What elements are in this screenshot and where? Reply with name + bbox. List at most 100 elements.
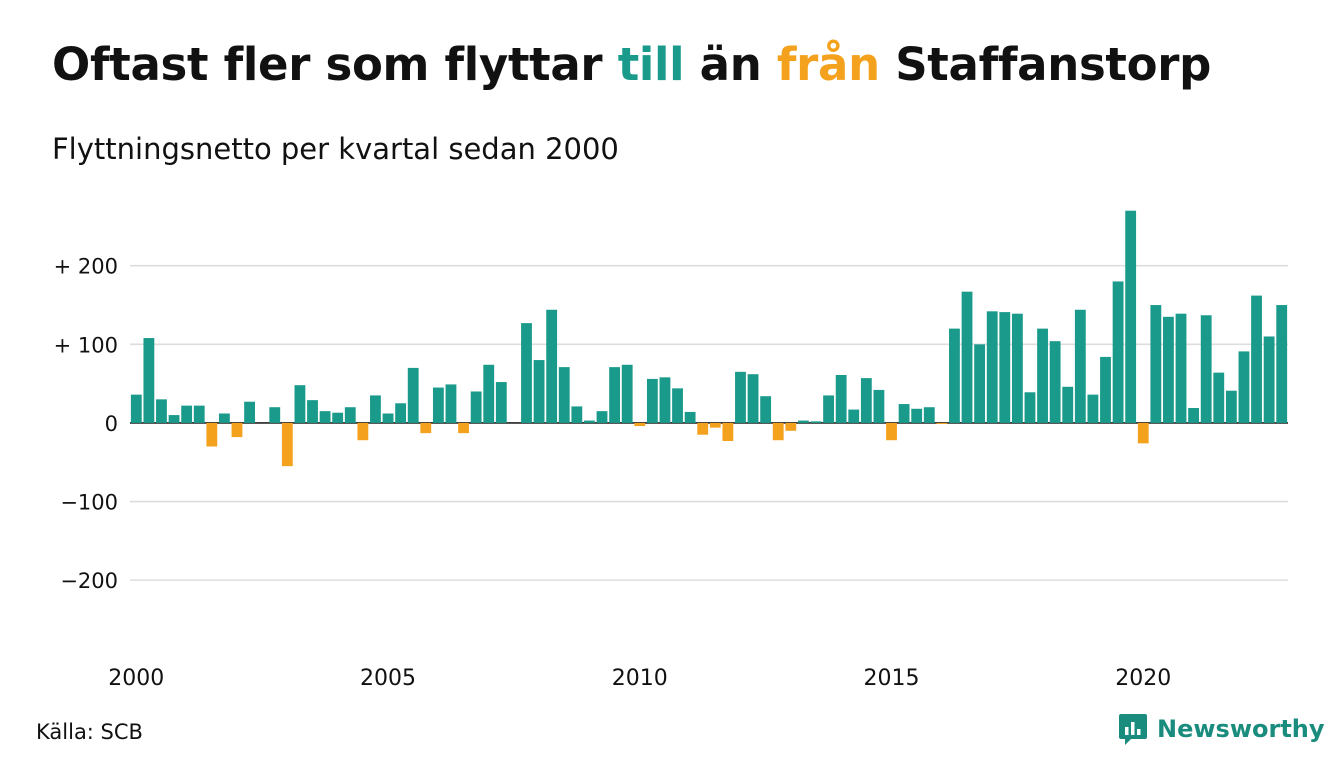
title-word-negative: från	[776, 38, 880, 91]
bar	[646, 378, 658, 423]
title-text: Oftast fler som flyttar	[52, 38, 618, 91]
bar	[168, 415, 180, 423]
bar	[873, 389, 885, 423]
bar	[432, 387, 444, 423]
bar	[1074, 309, 1086, 423]
bar	[370, 395, 381, 423]
bar	[206, 422, 218, 447]
y-tick-label: −200	[60, 569, 118, 593]
bar	[823, 395, 834, 423]
bar	[659, 377, 671, 423]
chart-subtitle: Flyttningsnetto per kvartal sedan 2000	[52, 132, 619, 166]
x-tick-label: 2015	[864, 666, 920, 691]
bar	[1175, 313, 1187, 423]
bar	[1087, 394, 1099, 423]
bar	[294, 385, 306, 423]
bar	[898, 404, 910, 423]
bar	[596, 411, 608, 423]
bar	[1011, 313, 1023, 423]
bar	[244, 401, 255, 423]
bar	[1037, 328, 1048, 423]
x-tick-label: 2005	[360, 666, 416, 691]
bar	[760, 396, 772, 423]
bar	[558, 367, 570, 423]
bar	[319, 411, 331, 423]
bar	[521, 323, 532, 423]
brand-logo: Newsworthy	[1118, 712, 1325, 746]
bar	[1049, 341, 1061, 423]
axis-labels: + 200 + 100 0 −100 −200 2000 2005 2010 2015 2020	[54, 255, 1172, 691]
bar	[722, 422, 734, 442]
bar	[747, 374, 759, 423]
bar	[1024, 392, 1036, 423]
x-tick-label: 2000	[108, 666, 164, 691]
bar-chart: + 200 + 100 0 −100 −200 2000 2005 2010 2015 2020	[54, 210, 1288, 691]
bar	[420, 422, 432, 434]
title-text: än	[684, 38, 777, 91]
bar	[130, 394, 142, 423]
bar	[231, 422, 243, 438]
y-tick-label: + 100	[54, 333, 118, 357]
bar	[584, 420, 595, 423]
bar	[181, 405, 193, 423]
bar	[974, 344, 986, 423]
bar	[332, 412, 344, 423]
bar	[848, 409, 860, 423]
bar	[395, 403, 407, 423]
bar	[621, 364, 633, 423]
bar	[961, 291, 973, 423]
bar	[911, 408, 923, 423]
bar	[923, 407, 935, 423]
bar	[860, 378, 872, 423]
bar	[382, 413, 394, 423]
bar	[495, 382, 507, 423]
bar	[1100, 356, 1111, 423]
bar	[1062, 386, 1074, 423]
bar	[1238, 351, 1250, 423]
bar	[709, 422, 721, 428]
bar	[1263, 336, 1275, 423]
bar	[1251, 295, 1262, 423]
bar	[1150, 305, 1162, 423]
y-tick-label: 0	[105, 412, 118, 436]
title-word-positive: till	[617, 38, 685, 91]
bar	[307, 400, 318, 423]
bar	[1125, 210, 1137, 423]
bar	[785, 422, 797, 431]
bar	[1213, 372, 1225, 423]
bar	[1188, 407, 1200, 423]
bar	[936, 422, 948, 424]
bar	[697, 422, 709, 435]
bar	[281, 422, 293, 467]
bar	[735, 371, 746, 423]
bar	[1276, 305, 1288, 423]
x-tick-label: 2010	[612, 666, 668, 691]
bar	[999, 312, 1011, 423]
bar	[684, 411, 696, 423]
bar	[886, 422, 897, 441]
bar	[672, 388, 683, 423]
bar	[218, 413, 230, 423]
bar	[1225, 390, 1237, 423]
bar	[143, 338, 155, 423]
bar	[772, 422, 784, 441]
bar	[344, 407, 356, 423]
bar	[634, 422, 646, 427]
x-tick-label: 2020	[1115, 666, 1171, 691]
bar	[483, 364, 495, 423]
bars	[130, 210, 1288, 467]
bar	[810, 421, 822, 423]
chart-title: Oftast fler som flyttar till än från Sta…	[52, 38, 1211, 91]
bar	[797, 420, 809, 423]
bar	[949, 328, 960, 423]
bar	[1163, 316, 1174, 423]
bar	[269, 407, 281, 423]
bar	[1200, 315, 1212, 423]
bar	[458, 422, 469, 434]
bar	[445, 384, 457, 423]
bar	[546, 309, 558, 423]
bar	[986, 311, 998, 423]
bar	[609, 367, 621, 423]
brand-name: Newsworthy	[1157, 715, 1325, 743]
title-text: Staffanstorp	[879, 38, 1212, 91]
